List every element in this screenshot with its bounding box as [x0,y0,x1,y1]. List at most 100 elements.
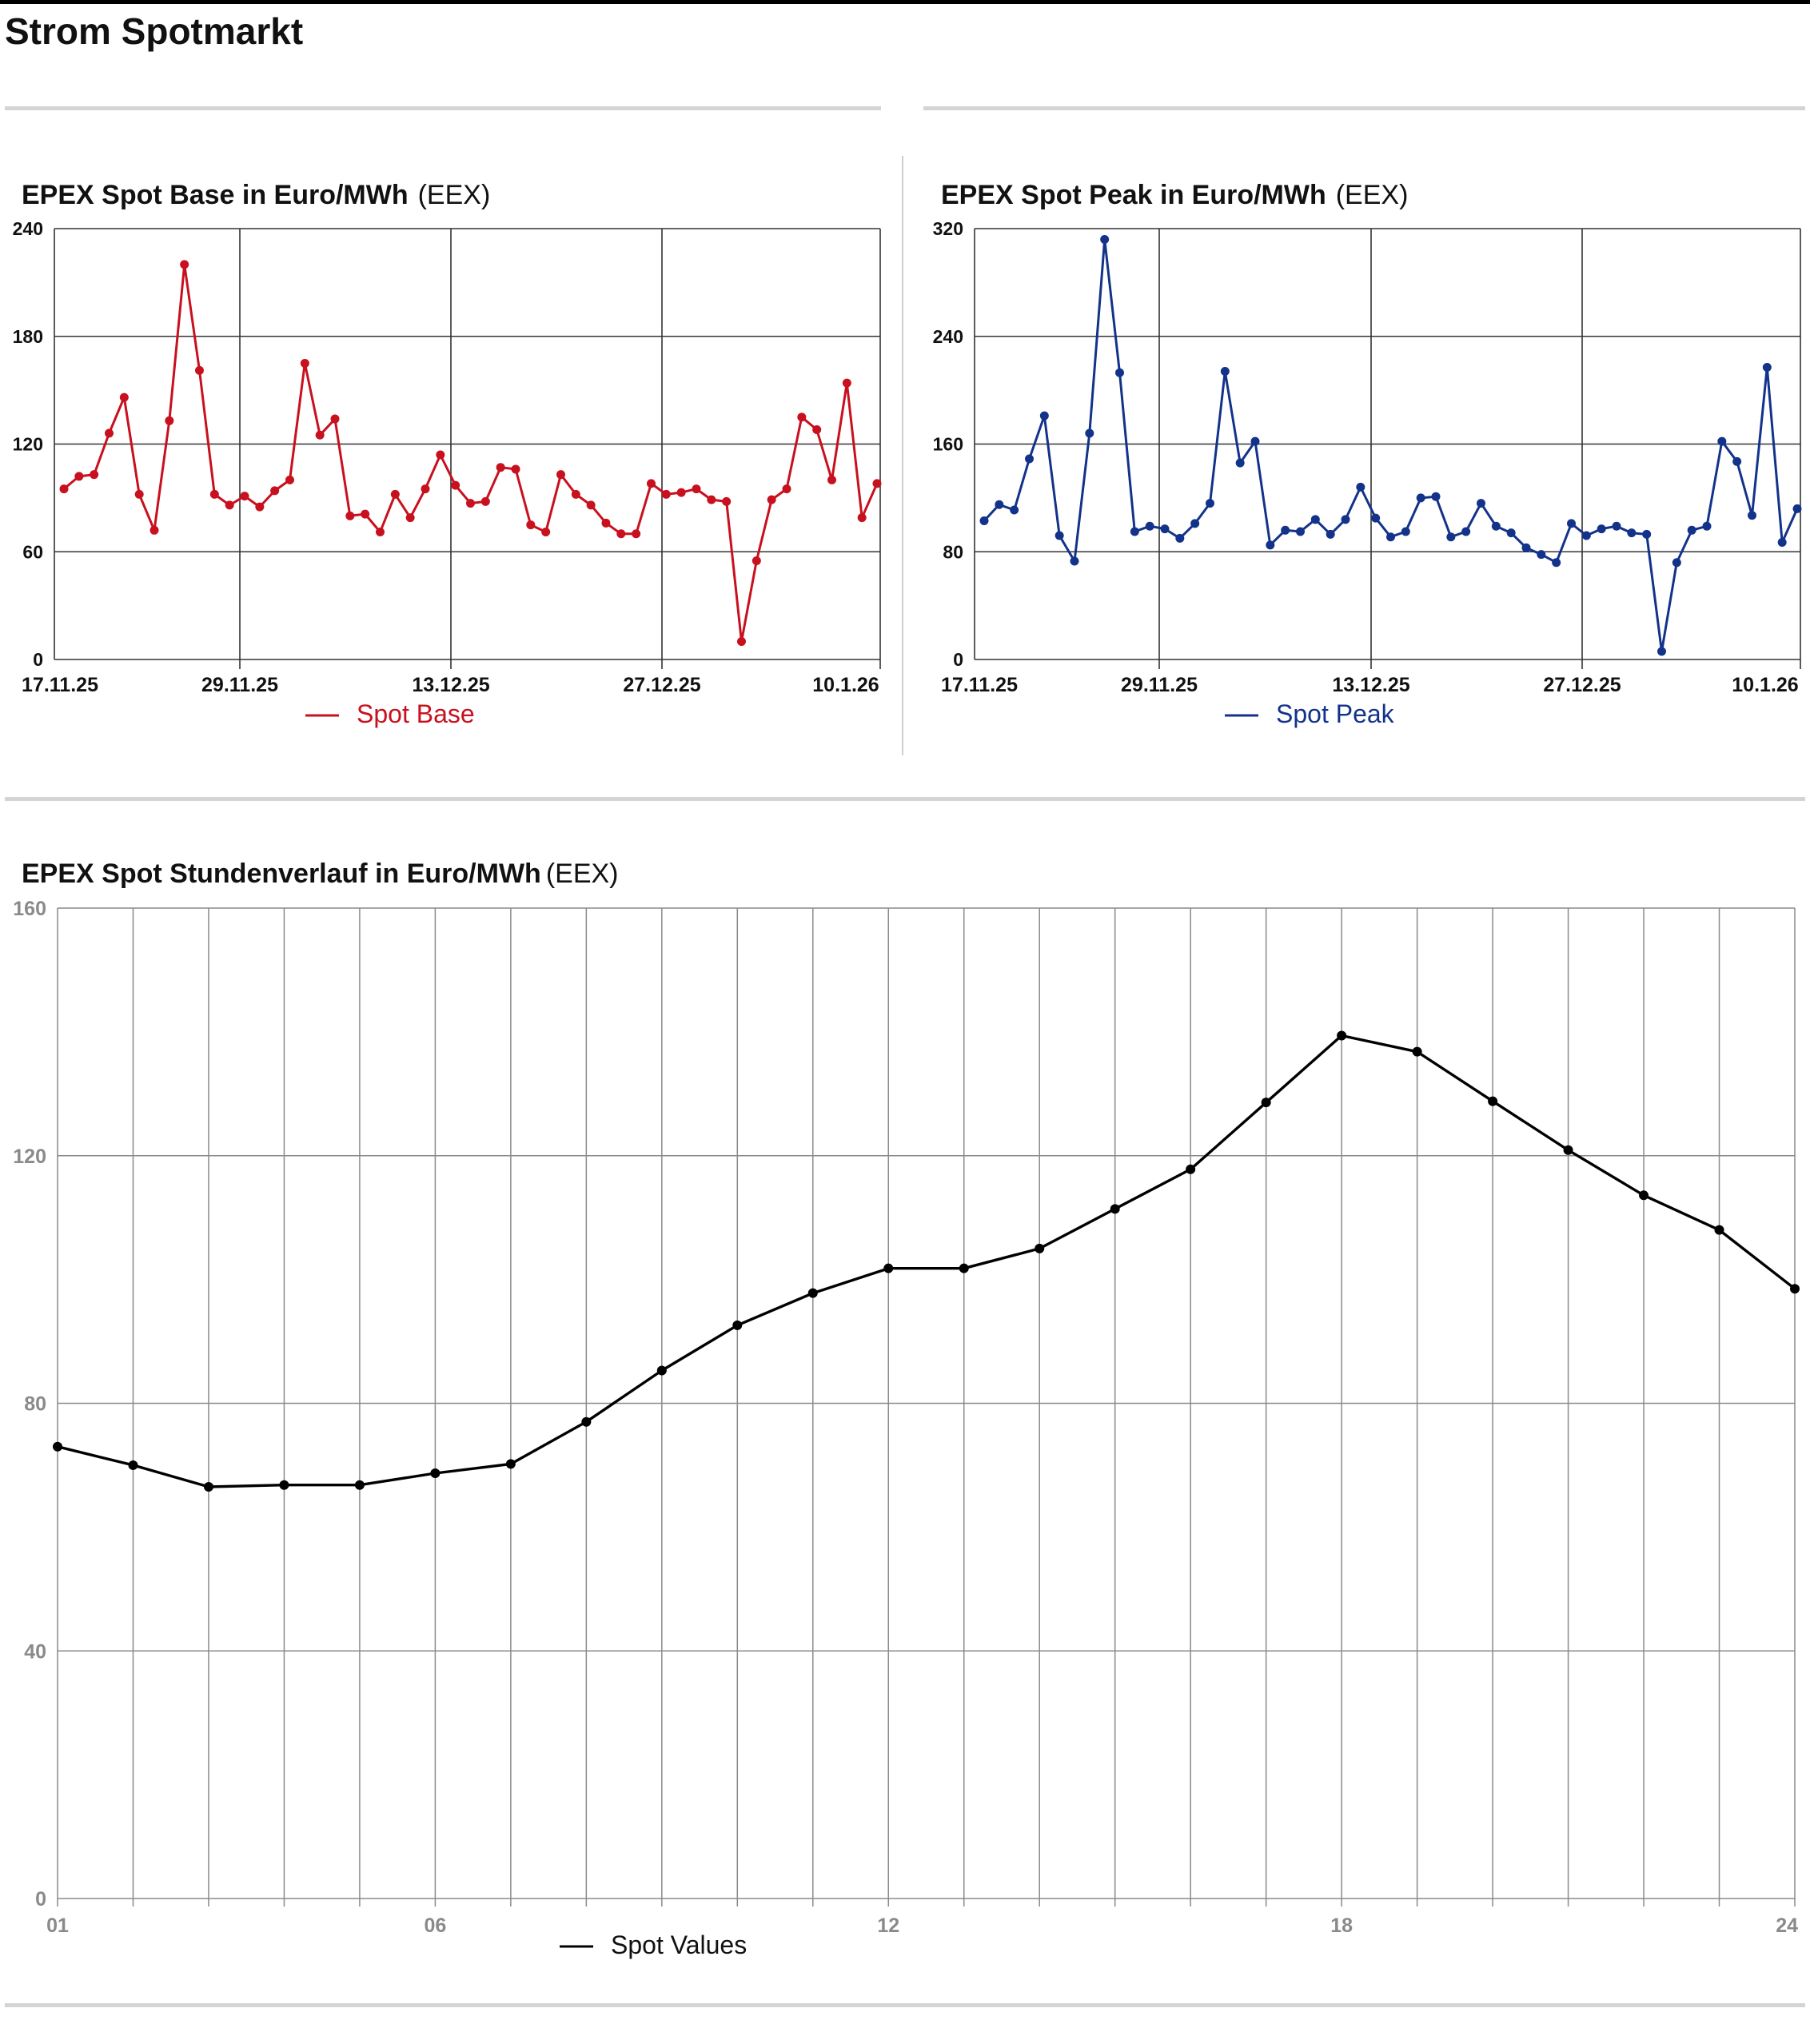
hourly-data-point [1488,1096,1498,1106]
base-data-point [496,463,505,472]
panel-separator [902,156,903,755]
peak-data-point [1296,527,1305,536]
base-xtick-label-0: 17.11.25 [22,674,98,696]
base-data-point [647,479,656,488]
base-data-point [692,484,701,494]
hourly-data-point [430,1468,441,1479]
peak-data-point [1748,511,1756,520]
peak-xtick-label-3: 27.12.25 [1543,674,1621,696]
peak-data-point [1281,525,1290,535]
base-data-point [616,529,626,539]
hourly-data-point [732,1320,743,1330]
base-data-point [119,392,129,402]
base-data-point [421,484,430,494]
base-data-point [165,416,174,425]
base-data-point [782,484,791,494]
peak-data-point [1371,513,1381,523]
base-data-point [105,428,114,438]
peak-data-point [1220,367,1230,377]
hourly-ytick-label-120: 120 [13,1146,46,1168]
hourly-data-point [1790,1284,1800,1294]
peak-data-point [1567,519,1576,528]
hourly-data-point [1639,1190,1649,1201]
peak-ytick-label-160: 160 [933,434,963,455]
base-xtick-label-2: 13.12.25 [412,674,489,696]
base-data-point [752,556,761,565]
peak-ytick-label-80: 80 [943,541,963,562]
hourly-data-point [883,1263,894,1273]
base-data-point [390,489,400,499]
base-ytick-label-120: 120 [13,434,43,455]
base-ytick-label-180: 180 [13,326,43,347]
hourly-legend-label: Spot Values [611,1930,747,1959]
hourly-ytick-label-160: 160 [13,898,46,920]
base-data-point [601,518,611,528]
peak-data-point [1115,368,1124,377]
base-legend-label: Spot Base [357,699,475,728]
rule-top-left [5,106,881,110]
peak-data-point [1070,556,1079,566]
peak-data-point [1055,531,1064,540]
hourly-data-point [1035,1243,1045,1253]
peak-chart-title: EPEX Spot Peak in Euro/MWh (EEX) [941,180,1408,211]
hourly-source-text: (EEX) [545,859,619,889]
peak-data-point [1491,521,1501,531]
base-data-point [586,500,596,510]
peak-data-point [1010,505,1019,515]
peak-data-point [1506,528,1516,538]
base-data-point [180,260,189,269]
peak-data-point [1341,515,1350,524]
peak-data-point [1145,521,1154,531]
base-data-point [315,430,325,440]
hourly-data-point [203,1482,213,1492]
base-data-point [466,499,475,508]
peak-data-point [1702,521,1712,531]
hourly-data-point [1186,1164,1196,1174]
peak-data-point [1416,493,1425,503]
base-data-point [405,513,415,523]
hourly-data-point [1412,1046,1422,1057]
peak-ytick-label-0: 0 [953,649,963,670]
rule-bottom [5,2003,1805,2007]
base-data-point [451,480,460,490]
peak-xtick-label-4: 10.1.26 [1732,674,1798,696]
peak-data-point [1792,504,1802,513]
base-data-point [361,509,370,519]
peak-data-point [1356,482,1365,492]
base-data-point [571,489,580,499]
hourly-xtick-label-24: 24 [1776,1915,1798,1937]
peak-data-point [1762,362,1772,372]
base-data-point [767,495,776,504]
base-data-point [59,484,69,494]
base-data-point [827,475,836,484]
peak-data-point [1642,529,1652,539]
base-data-point [842,378,851,388]
hourly-data-point [354,1480,365,1490]
page-title: Strom Spotmarkt [5,10,304,52]
base-data-point [285,475,294,484]
base-title-text: EPEX Spot Base in Euro/MWh [22,180,409,210]
peak-xtick-label-0: 17.11.25 [941,674,1018,696]
hourly-data-point [53,1441,62,1452]
peak-data-point [1310,515,1320,524]
base-data-point [345,511,355,520]
peak-data-point [1461,527,1471,536]
base-data-point [511,464,520,474]
base-xtick-label-4: 10.1.26 [812,674,879,696]
base-chart-title: EPEX Spot Base in Euro/MWh (EEX) [22,180,490,211]
hourly-data-point [505,1459,516,1469]
hourly-data-point [656,1365,667,1376]
base-data-point [150,525,159,535]
peak-data-point [1717,436,1727,446]
peak-data-point [1521,543,1531,552]
hourly-data-point [1563,1145,1573,1155]
base-data-point [74,472,84,481]
peak-data-point [1687,525,1696,535]
base-data-point [270,486,280,496]
hourly-xtick-label-18: 18 [1330,1915,1353,1937]
peak-data-point [1431,492,1441,501]
peak-data-point [1552,558,1561,568]
base-data-point [857,513,867,523]
peak-data-point [1627,528,1637,538]
peak-data-point [1386,532,1395,542]
